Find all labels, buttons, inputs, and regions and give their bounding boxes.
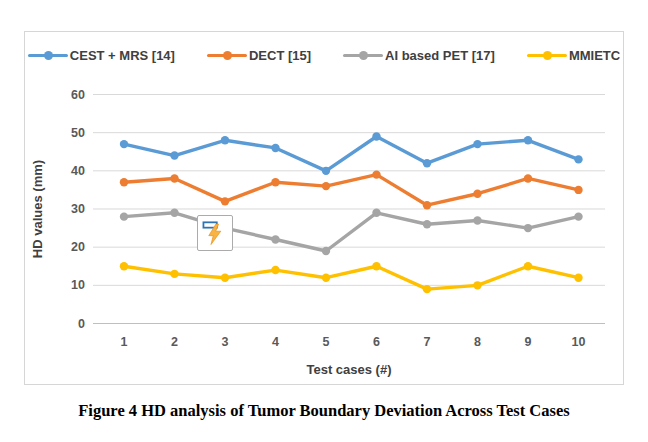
- data-point-marker: [574, 212, 582, 220]
- data-point-marker: [423, 159, 431, 167]
- data-point-marker: [322, 247, 330, 255]
- data-point-marker: [322, 273, 330, 281]
- series-line: [124, 213, 579, 251]
- data-point-marker: [271, 178, 279, 186]
- data-point-marker: [423, 285, 431, 293]
- series-line: [124, 136, 579, 170]
- legend-item-cest-mrs: CEST + MRS [14]: [28, 48, 175, 63]
- legend-label: CEST + MRS [14]: [70, 48, 175, 63]
- data-point-marker: [170, 174, 178, 182]
- data-point-marker: [524, 224, 532, 232]
- legend-item-dect: DECT [15]: [207, 48, 311, 63]
- data-point-marker: [524, 262, 532, 270]
- data-point-marker: [473, 281, 481, 289]
- series-line: [124, 175, 579, 206]
- y-tick-label: 60: [51, 87, 85, 103]
- legend-label: AI based PET [17]: [385, 48, 495, 63]
- y-tick-label: 10: [51, 277, 85, 293]
- data-point-marker: [271, 144, 279, 152]
- data-point-marker: [322, 167, 330, 175]
- data-point-marker: [423, 220, 431, 228]
- legend-label: DECT [15]: [249, 48, 311, 63]
- data-point-marker: [120, 262, 128, 270]
- data-point-marker: [221, 136, 229, 144]
- data-point-marker: [221, 197, 229, 205]
- x-tick-label: 7: [412, 334, 442, 350]
- x-tick-label: 1: [109, 334, 139, 350]
- data-point-marker: [120, 178, 128, 186]
- x-tick-label: 3: [210, 334, 240, 350]
- y-tick-label: 0: [51, 316, 85, 332]
- flash-fill-button[interactable]: [197, 215, 233, 251]
- y-tick-label: 20: [51, 239, 85, 255]
- legend-item-ai-pet: AI based PET [17]: [343, 48, 495, 63]
- data-point-marker: [271, 266, 279, 274]
- x-tick-label: 4: [261, 334, 291, 350]
- data-point-marker: [473, 140, 481, 148]
- flash-fill-icon: [199, 217, 231, 249]
- data-point-marker: [574, 273, 582, 281]
- data-point-marker: [524, 136, 532, 144]
- chart-legend: CEST + MRS [14] DECT [15] AI based PET […: [25, 48, 623, 63]
- x-tick-label: 2: [160, 334, 190, 350]
- data-point-marker: [322, 182, 330, 190]
- legend-item-mmietc: MMIETC: [527, 48, 620, 63]
- x-tick-label: 10: [564, 334, 594, 350]
- data-point-marker: [170, 209, 178, 217]
- data-point-marker: [271, 235, 279, 243]
- figure-caption: Figure 4 HD analysis of Tumor Boundary D…: [0, 401, 648, 421]
- plot-area: [25, 32, 625, 386]
- line-marker-icon: [28, 51, 68, 60]
- data-point-marker: [170, 151, 178, 159]
- y-tick-label: 50: [51, 125, 85, 141]
- data-point-marker: [372, 262, 380, 270]
- data-point-marker: [372, 132, 380, 140]
- data-point-marker: [524, 174, 532, 182]
- y-axis-title: HD values (mm): [30, 109, 48, 309]
- data-point-marker: [473, 190, 481, 198]
- data-point-marker: [423, 201, 431, 209]
- x-tick-label: 5: [311, 334, 341, 350]
- data-point-marker: [170, 270, 178, 278]
- line-marker-icon: [343, 51, 383, 60]
- x-axis-title: Test cases (#): [93, 362, 605, 377]
- x-tick-label: 8: [463, 334, 493, 350]
- x-tick-label: 6: [362, 334, 392, 350]
- x-tick-label: 9: [513, 334, 543, 350]
- data-point-marker: [372, 170, 380, 178]
- line-marker-icon: [207, 51, 247, 60]
- line-marker-icon: [527, 51, 567, 60]
- data-point-marker: [372, 209, 380, 217]
- data-point-marker: [574, 155, 582, 163]
- data-point-marker: [473, 216, 481, 224]
- figure-page: CEST + MRS [14] DECT [15] AI based PET […: [0, 0, 648, 442]
- y-tick-label: 40: [51, 163, 85, 179]
- y-tick-label: 30: [51, 201, 85, 217]
- data-point-marker: [120, 212, 128, 220]
- data-point-marker: [120, 140, 128, 148]
- data-point-marker: [574, 186, 582, 194]
- legend-label: MMIETC: [569, 48, 620, 63]
- data-point-marker: [221, 273, 229, 281]
- hd-line-chart: CEST + MRS [14] DECT [15] AI based PET […: [24, 31, 624, 385]
